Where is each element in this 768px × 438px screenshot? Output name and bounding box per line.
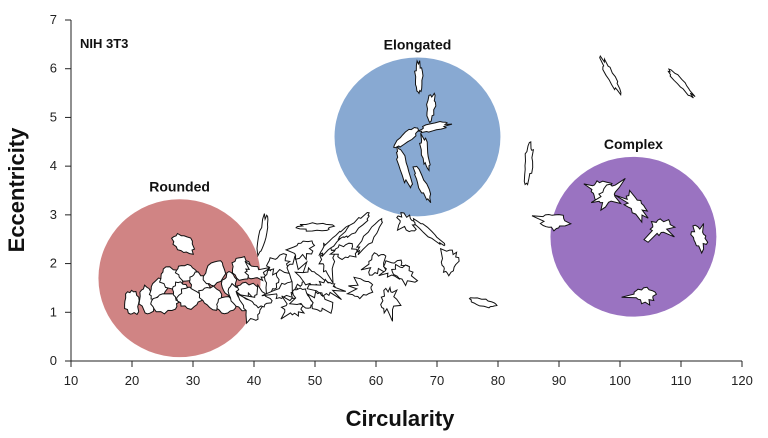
x-axis-ticks: 10 20 30 40 50 60 70 80 90 100 110 120 xyxy=(64,361,753,388)
x-tick-label: 120 xyxy=(731,373,753,388)
cluster-complex xyxy=(550,156,717,317)
cell-point-complex xyxy=(306,278,346,301)
cell-point-elong xyxy=(468,297,498,309)
x-tick-label: 40 xyxy=(247,373,261,388)
y-tick-label: 7 xyxy=(50,12,57,27)
x-tick-label: 10 xyxy=(64,373,78,388)
cell-point-elong xyxy=(337,211,370,241)
x-tick-label: 100 xyxy=(609,373,631,388)
y-tick-label: 6 xyxy=(50,61,57,76)
cell-point-complex xyxy=(265,253,295,276)
cluster-labels: Rounded Elongated Complex xyxy=(149,37,663,195)
cell-point-elong xyxy=(418,132,431,172)
y-tick-label: 3 xyxy=(50,207,57,222)
cell-point-complex xyxy=(306,290,334,315)
cluster-label-rounded: Rounded xyxy=(149,178,210,194)
cell-point-elong xyxy=(295,222,336,232)
y-tick-label: 2 xyxy=(50,256,57,271)
cell-point-elong xyxy=(412,217,446,247)
cell-point-elong xyxy=(318,224,351,257)
cell-point-complex xyxy=(531,213,573,232)
y-axis-ticks: 0 1 2 3 4 5 6 7 xyxy=(50,12,71,368)
cluster-label-elongated: Elongated xyxy=(384,37,452,53)
cell-point-elong xyxy=(667,68,696,99)
x-tick-label: 30 xyxy=(186,373,200,388)
x-tick-label: 70 xyxy=(430,373,444,388)
x-axis-title: Circularity xyxy=(346,406,456,431)
cluster-ellipses xyxy=(98,57,717,358)
cell-point-elong xyxy=(426,92,437,124)
cell-point-complex xyxy=(284,240,316,261)
cell-point-complex xyxy=(690,223,709,255)
cell-point-elong xyxy=(599,55,622,97)
x-tick-label: 90 xyxy=(552,373,566,388)
cell-point-complex xyxy=(439,247,460,277)
cell-point-complex xyxy=(328,242,358,261)
cell-point-elong xyxy=(393,126,420,149)
cell-point-round xyxy=(124,289,140,316)
cell-point-elong xyxy=(523,141,535,186)
cell-point-complex xyxy=(396,212,420,233)
cell-point-elong xyxy=(414,59,424,95)
cell-point-round xyxy=(202,260,227,287)
cell-point-elong xyxy=(412,165,432,204)
cell-point-complex xyxy=(360,252,390,276)
x-tick-label: 50 xyxy=(308,373,322,388)
x-tick-label: 110 xyxy=(671,373,692,388)
cell-point-complex xyxy=(380,285,402,322)
cell-point-complex xyxy=(345,276,374,300)
y-tick-label: 1 xyxy=(50,304,57,319)
x-tick-label: 80 xyxy=(491,373,505,388)
x-tick-label: 20 xyxy=(125,373,139,388)
cell-point-complex xyxy=(621,286,658,306)
y-tick-label: 4 xyxy=(50,158,57,173)
y-tick-label: 0 xyxy=(50,353,57,368)
cell-point-complex xyxy=(643,218,677,243)
y-tick-label: 5 xyxy=(50,109,57,124)
cell-point-elong xyxy=(256,213,269,258)
cluster-elongated xyxy=(334,57,501,217)
cell-point-elong xyxy=(355,217,383,256)
cell-point-complex xyxy=(244,260,272,282)
axes: 10 20 30 40 50 60 70 80 90 100 110 120 0 1 2 3 4 5 6 7 xyxy=(50,12,753,388)
cell-point-complex xyxy=(590,177,626,212)
cell-shapes xyxy=(124,55,709,325)
y-axis-title: Eccentricity xyxy=(4,127,29,252)
cell-point-elong xyxy=(417,120,453,134)
cell-point-round xyxy=(170,232,196,255)
sample-annotation: NIH 3T3 xyxy=(80,36,128,51)
x-tick-label: 60 xyxy=(369,373,383,388)
cell-point-complex xyxy=(391,263,419,287)
cluster-label-complex: Complex xyxy=(604,136,663,152)
cell-point-complex xyxy=(614,189,649,224)
